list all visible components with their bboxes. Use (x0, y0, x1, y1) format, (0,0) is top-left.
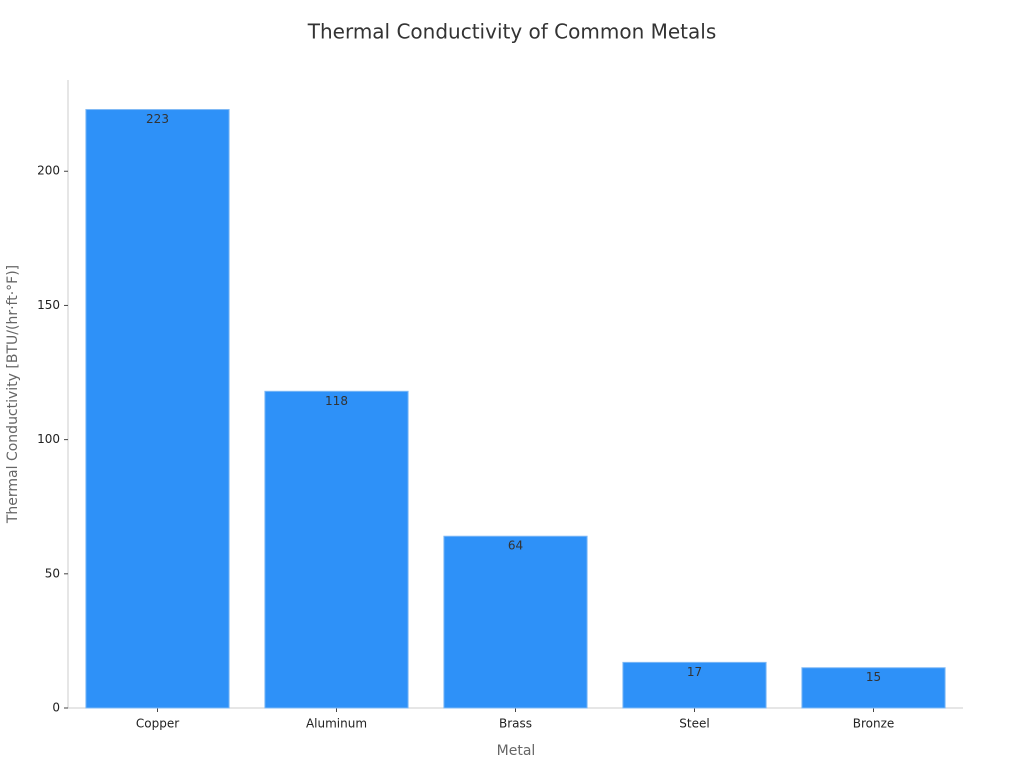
y-tick-label: 100 (37, 432, 60, 446)
y-tick-label: 200 (37, 164, 60, 178)
x-axis-label: Metal (497, 743, 536, 759)
data-label: 17 (687, 665, 702, 679)
y-axis-label: Thermal Conductivity [BTU/(hr·ft·°F)] (5, 265, 21, 524)
y-tick-label: 0 (52, 701, 60, 715)
x-tick-label: Bronze (853, 717, 895, 731)
bar (85, 109, 230, 709)
bar (801, 667, 946, 709)
x-tick-label: Brass (499, 717, 532, 731)
x-tick-label: Aluminum (306, 717, 367, 731)
chart-title: Thermal Conductivity of Common Metals (307, 20, 717, 44)
bar (622, 661, 767, 709)
data-label: 223 (146, 112, 169, 126)
x-tick-label: Steel (679, 717, 709, 731)
bar (443, 535, 588, 709)
y-tick-label: 150 (37, 298, 60, 312)
y-tick-label: 50 (45, 566, 60, 580)
x-tick-label: Copper (136, 717, 179, 731)
data-label: 15 (866, 670, 881, 684)
bar (264, 390, 409, 709)
data-label: 64 (508, 539, 523, 553)
data-label: 118 (325, 394, 348, 408)
